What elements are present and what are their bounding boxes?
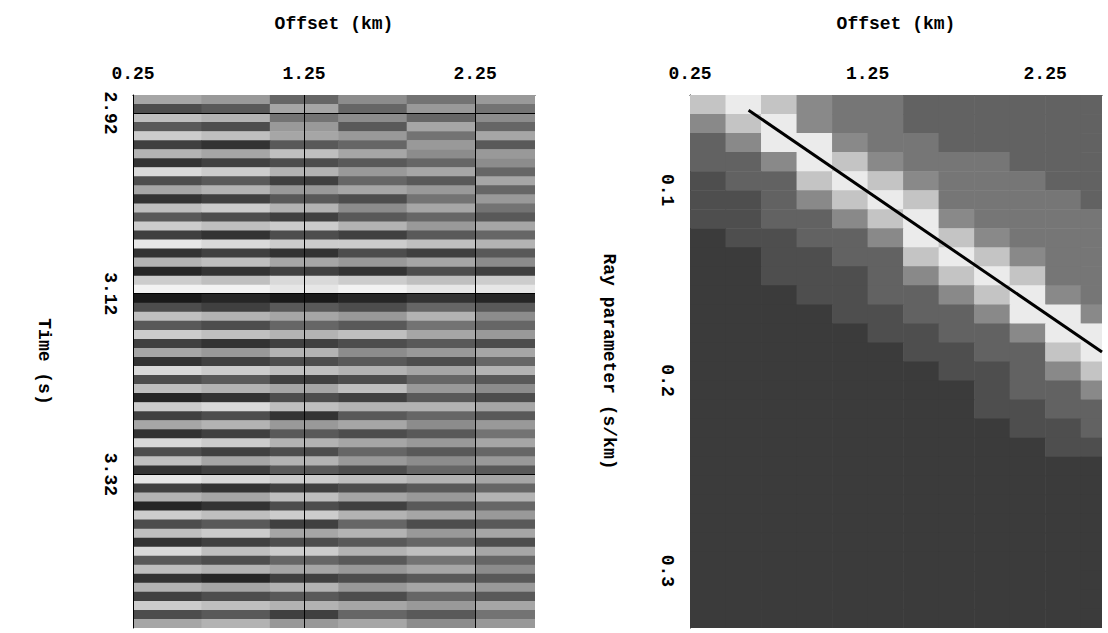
svg-text:1.25: 1.25 [282, 64, 325, 84]
svg-text:0.25: 0.25 [668, 64, 711, 84]
svg-text:Ray parameter (s/km): Ray parameter (s/km) [599, 253, 619, 469]
svg-text:2.25: 2.25 [454, 64, 497, 84]
svg-text:Offset (km): Offset (km) [275, 14, 394, 34]
svg-text:Time (s): Time (s) [34, 318, 54, 404]
svg-text:3.12: 3.12 [100, 272, 120, 315]
svg-text:0.3: 0.3 [657, 555, 677, 587]
svg-text:2.25: 2.25 [1024, 64, 1067, 84]
svg-text:1.25: 1.25 [846, 64, 889, 84]
svg-text:Offset (km): Offset (km) [837, 14, 956, 34]
svg-text:2.92: 2.92 [100, 91, 120, 134]
svg-text:0.1: 0.1 [657, 174, 677, 207]
svg-text:3.32: 3.32 [100, 453, 120, 496]
svg-text:0.25: 0.25 [111, 64, 154, 84]
svg-text:0.2: 0.2 [657, 364, 677, 396]
